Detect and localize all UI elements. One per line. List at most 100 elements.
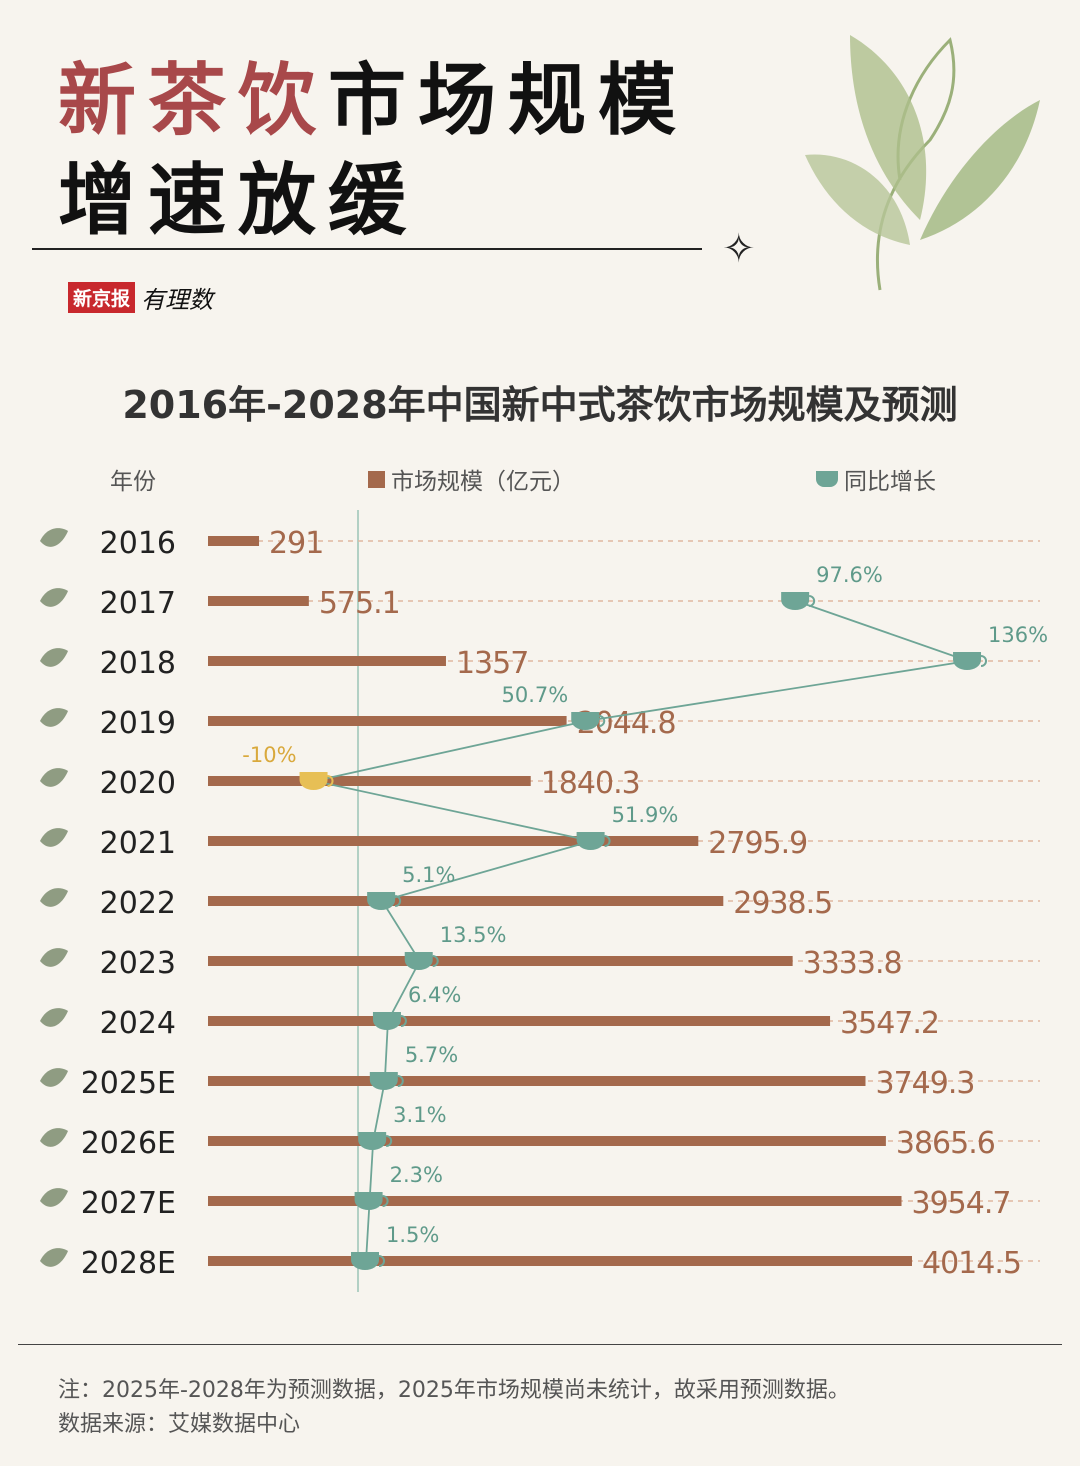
tea-leaf-icon — [40, 1128, 68, 1147]
cup-marker — [369, 1072, 398, 1090]
chart-title: 2016年-2028年中国新中式茶饮市场规模及预测 — [122, 383, 958, 427]
year-label: 2020 — [100, 766, 176, 801]
year-label: 2019 — [100, 706, 176, 741]
brand-logo: 新京报 有理数 — [68, 280, 213, 315]
cup-handle — [327, 775, 334, 787]
year-label: 2016 — [100, 526, 176, 561]
sparkle-icon: ✧ — [722, 226, 756, 272]
tea-leaf-icon — [40, 1188, 68, 1207]
headline-red: 新茶饮 — [58, 55, 329, 146]
source-note: 数据来源：艾媒数据中心 — [58, 1412, 301, 1437]
bar-value-label: 3333.8 — [803, 946, 902, 981]
bar — [208, 656, 446, 666]
year-label: 2026E — [81, 1126, 176, 1161]
legend-bar: 市场规模（亿元） — [368, 462, 575, 496]
bar-value-label: 2795.9 — [708, 826, 807, 861]
year-label: 2018 — [100, 646, 176, 681]
bar — [208, 716, 567, 726]
cup-marker — [354, 1192, 383, 1210]
bar-value-label: 1357 — [456, 646, 528, 681]
cup-handle — [604, 835, 611, 847]
growth-label: -10% — [242, 743, 296, 767]
legend-bar-swatch — [368, 470, 385, 488]
bar-value-label: 3954.7 — [912, 1186, 1011, 1221]
growth-label: 136% — [988, 623, 1048, 647]
cup-marker — [351, 1252, 380, 1270]
growth-label: 5.1% — [402, 863, 455, 887]
divider — [32, 248, 702, 250]
cup-marker — [404, 952, 433, 970]
cup-marker — [358, 1132, 387, 1150]
bar — [208, 1136, 886, 1146]
cup-handle — [432, 955, 439, 967]
year-label: 2024 — [100, 1006, 176, 1041]
legend-line: 同比增长 — [816, 462, 936, 496]
growth-label: 6.4% — [408, 983, 461, 1007]
growth-label: 97.6% — [816, 563, 883, 587]
bar — [208, 596, 309, 606]
tea-leaf-icon — [40, 828, 68, 847]
bar — [208, 836, 699, 846]
brand-box: 新京报 — [68, 282, 136, 313]
bar-value-label: 2938.5 — [733, 886, 832, 921]
legend-year-label: 年份 — [110, 469, 156, 495]
bar — [208, 536, 260, 546]
legend-year: 年份 — [110, 462, 156, 496]
headline-line-2: 增速放缓 — [58, 155, 419, 246]
bar-value-label: 1840.3 — [541, 766, 640, 801]
cup-handle — [808, 595, 816, 607]
footnote: 注：2025年-2028年为预测数据，2025年市场规模尚未统计，故采用预测数据… — [58, 1378, 850, 1403]
brand-sub: 有理数 — [141, 286, 214, 314]
bar — [208, 1196, 902, 1206]
growth-label: 50.7% — [502, 683, 569, 707]
year-label: 2023 — [100, 946, 176, 981]
tea-leaf-icon — [40, 708, 68, 727]
growth-label: 2.3% — [390, 1163, 443, 1187]
tea-leaf-icon — [40, 588, 68, 607]
headline-black: 市场规模 — [328, 55, 689, 146]
year-label: 2028E — [81, 1246, 176, 1281]
year-label: 2021 — [100, 826, 176, 861]
bar — [208, 956, 793, 966]
growth-label: 13.5% — [440, 923, 507, 947]
cup-handle — [397, 1075, 404, 1087]
legend-line-label: 同比增长 — [844, 469, 936, 495]
bar — [208, 1256, 912, 1266]
bar-value-label: 3749.3 — [875, 1066, 974, 1101]
cup-handle — [400, 1015, 407, 1027]
cup-handle — [386, 1135, 393, 1147]
tea-leaf-illustration — [805, 35, 1040, 291]
cup-icon — [816, 471, 838, 487]
tea-leaf-icon — [40, 648, 68, 667]
bar-value-label: 575.1 — [319, 586, 400, 621]
bar-value-label: 4014.5 — [922, 1246, 1021, 1281]
cup-marker — [571, 712, 600, 730]
cup-marker — [367, 892, 396, 910]
tea-leaf-icon — [40, 948, 68, 967]
year-label: 2025E — [81, 1066, 176, 1101]
growth-label: 51.9% — [612, 803, 679, 827]
bar — [208, 1076, 866, 1086]
growth-line — [314, 600, 969, 1262]
tea-leaf-icon — [40, 528, 68, 547]
year-label: 2027E — [81, 1186, 176, 1221]
cup-handle — [394, 895, 402, 907]
bar-value-label: 291 — [269, 526, 323, 561]
bar — [208, 1016, 831, 1026]
growth-label: 5.7% — [405, 1043, 458, 1067]
year-label: 2017 — [100, 586, 176, 621]
cup-marker — [953, 652, 982, 670]
tea-leaf-icon — [40, 1008, 68, 1027]
cup-handle — [599, 715, 606, 727]
tea-leaf-icon — [40, 768, 68, 787]
bar — [208, 776, 531, 786]
bar-value-label: 3547.2 — [840, 1006, 939, 1041]
cup-marker — [576, 832, 605, 850]
year-label: 2022 — [100, 886, 176, 921]
footer-divider — [18, 1344, 1062, 1345]
headline-line-1: 新茶饮市场规模 — [58, 38, 688, 150]
cup-handle — [378, 1255, 385, 1267]
cup-handle — [382, 1195, 389, 1207]
